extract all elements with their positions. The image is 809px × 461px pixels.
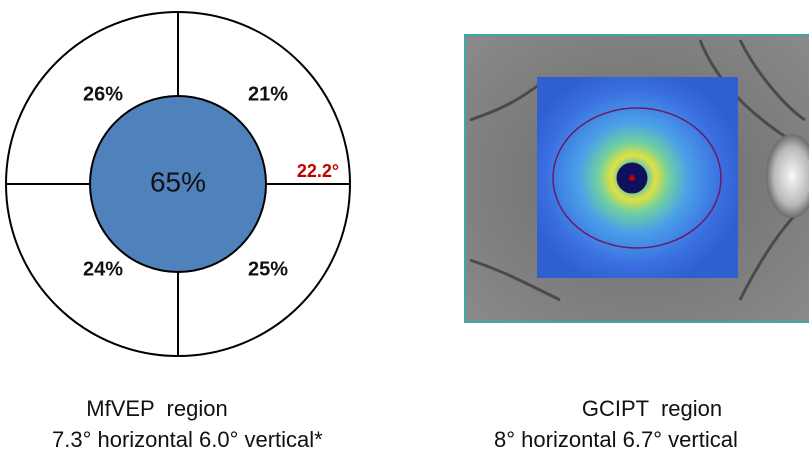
gcipt-image (465, 35, 809, 322)
mfvep-diagram: 26% 21% 24% 25% 65% 22.2° (6, 12, 350, 356)
quadrant-label: 21% (248, 83, 288, 105)
fovea-center (629, 175, 635, 181)
quadrant-label: 25% (248, 258, 288, 280)
quadrant-label: 24% (83, 258, 123, 280)
quadrant-label: 26% (83, 83, 123, 105)
page: 26% 21% 24% 25% 65% 22.2° MfVEP region 7… (0, 0, 809, 461)
caption-title: MfVEP region (86, 396, 227, 421)
caption-title: GCIPT region (582, 396, 722, 421)
caption-detail: 8° horizontal 6.7° vertical (494, 427, 738, 452)
center-label: 65% (150, 166, 206, 197)
figure: 26% 21% 24% 25% 65% 22.2° MfVEP region 7… (0, 0, 809, 461)
radius-label: 22.2° (297, 161, 339, 181)
caption-detail: 7.3° horizontal 6.0° vertical* (52, 427, 323, 452)
